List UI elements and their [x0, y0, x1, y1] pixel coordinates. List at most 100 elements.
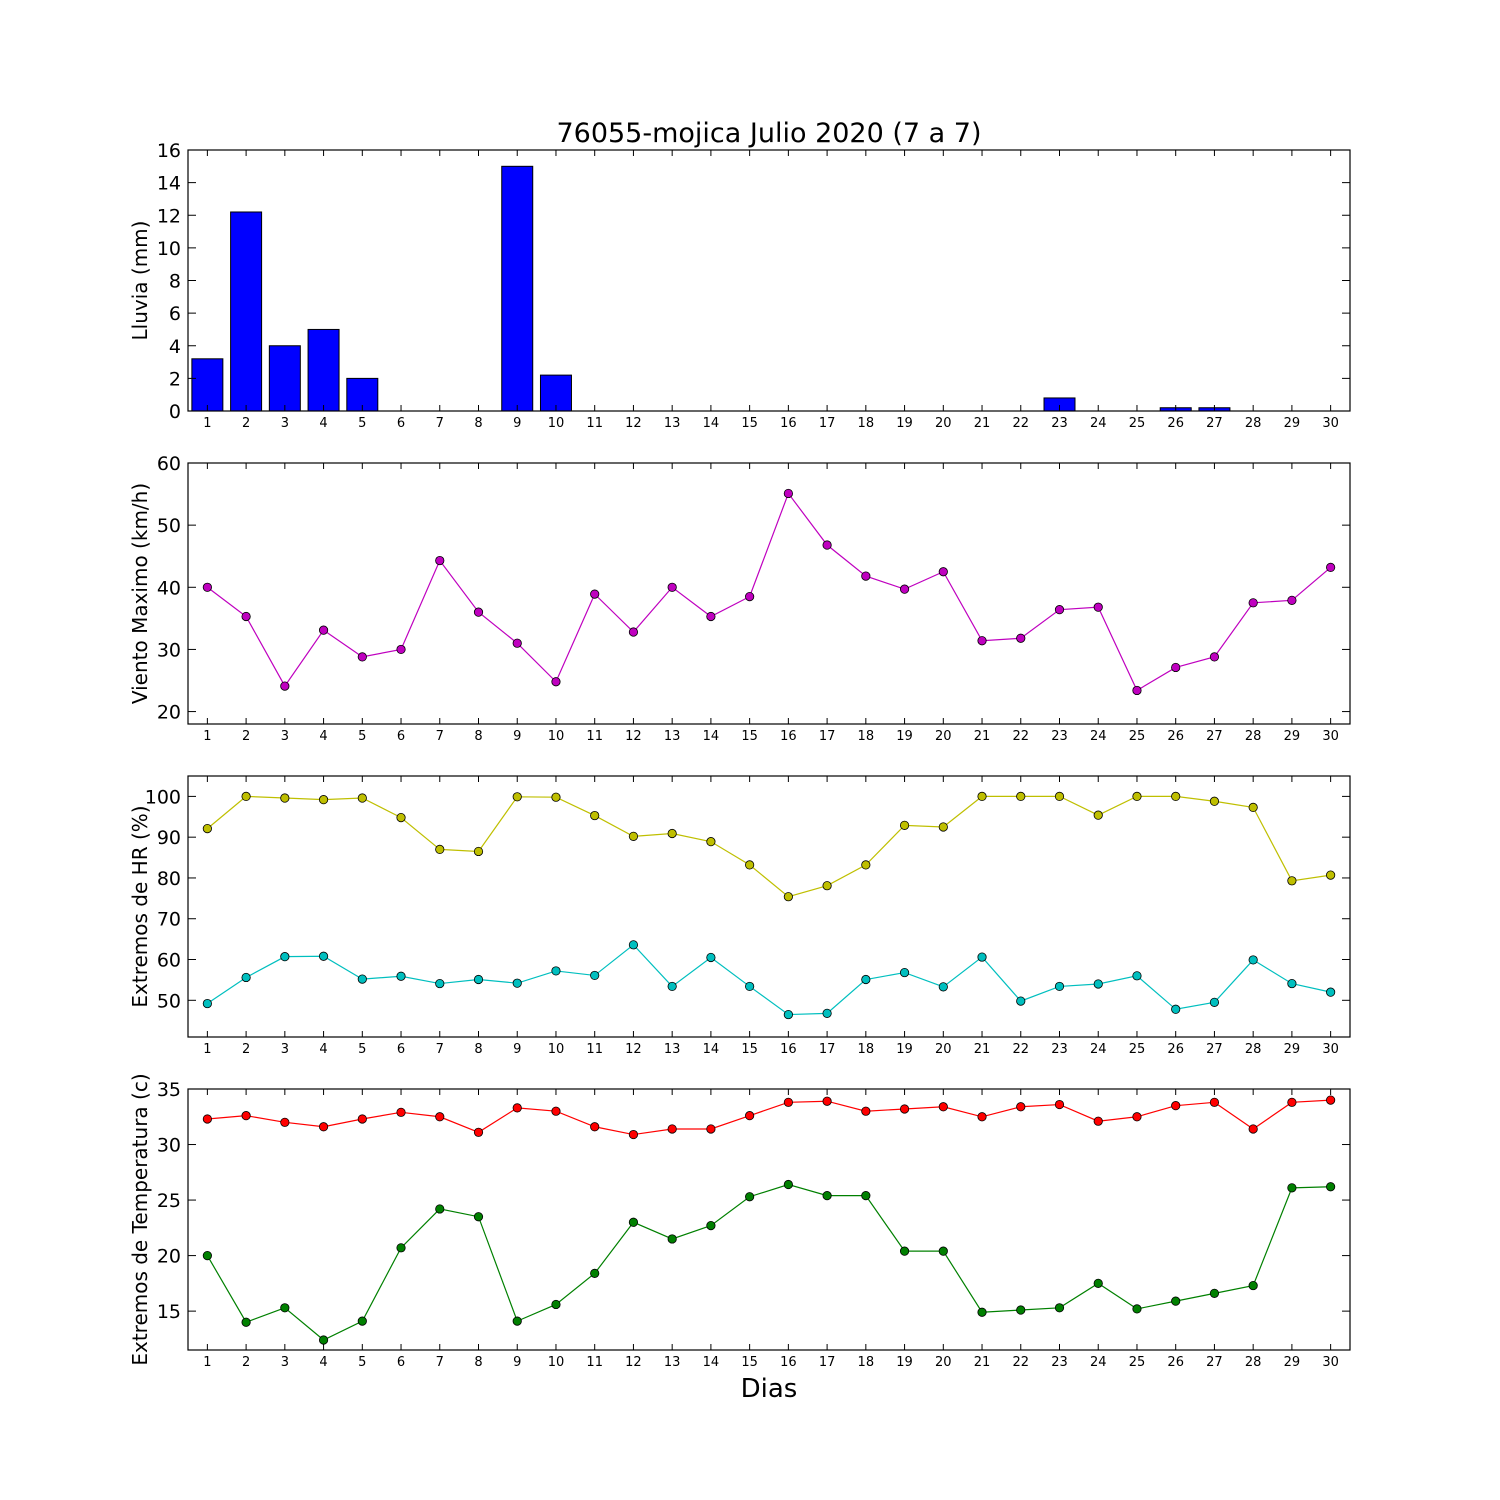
x-tick-label: 16	[780, 729, 797, 744]
point-series-1-day-9	[512, 792, 522, 802]
point-series-2-day-26	[1171, 1296, 1181, 1306]
x-tick-label: 25	[1129, 1042, 1146, 1057]
x-tick-label: 1	[203, 1042, 211, 1057]
point-series-1-day-27	[1209, 796, 1220, 806]
bar-day-4	[307, 328, 340, 412]
point-series-1-day-5	[357, 793, 367, 803]
x-tick-label: 11	[586, 416, 603, 431]
y-tick-label: 50	[157, 990, 181, 1012]
point-series-2-day-16	[783, 1009, 793, 1020]
point-series-1-day-1	[202, 1114, 212, 1124]
x-tick-label: 3	[281, 1355, 289, 1370]
x-tick-label: 21	[974, 416, 991, 431]
x-tick-label: 10	[548, 1355, 565, 1370]
point-series-1-day-11	[590, 1122, 600, 1132]
point-series-1-day-25	[1132, 1112, 1142, 1122]
y-tick-label: 12	[157, 205, 181, 227]
axes-frame	[187, 462, 1351, 725]
x-tick-label: 13	[664, 416, 681, 431]
x-tick-label: 8	[474, 1355, 482, 1370]
x-tick-label: 5	[358, 1355, 366, 1370]
point-series-2-day-26	[1171, 1004, 1181, 1014]
point-series-1-day-30	[1326, 1095, 1336, 1105]
point-series-1-day-12	[628, 1129, 639, 1140]
x-tick-label: 23	[1051, 1042, 1068, 1057]
x-tick-label: 5	[358, 729, 366, 744]
point-series-2-day-8	[473, 1212, 484, 1222]
point-series-1-day-1	[202, 582, 212, 592]
point-series-2-day-2	[241, 972, 251, 983]
point-series-2-day-4	[318, 1335, 329, 1345]
x-tick-label: 6	[397, 729, 405, 744]
x-tick-label: 28	[1245, 1042, 1262, 1057]
point-series-1-day-11	[590, 589, 600, 599]
x-tick-label: 25	[1129, 416, 1146, 431]
x-tick-label: 13	[664, 729, 681, 744]
x-tick-label: 1	[203, 1355, 211, 1370]
point-series-1-day-10	[551, 1106, 561, 1116]
y-tick-label: 20	[157, 1246, 181, 1268]
y-tick-label: 25	[157, 1190, 181, 1212]
panel-4: 1 2 3 4 5 6 7 8 9 10 11 12 13 14 15 16 17 18 19 20 21 22 23 24 2…	[128, 1073, 1351, 1370]
point-series-2-day-6	[396, 971, 406, 981]
point-series-1-day-15	[745, 592, 755, 602]
y-tick-label: 60	[157, 950, 181, 972]
point-series-2-day-8	[473, 974, 484, 985]
point-series-2-day-3	[280, 952, 290, 962]
point-series-1-day-15	[745, 1111, 755, 1121]
point-series-2-day-9	[512, 1316, 522, 1326]
series-line-1	[206, 795, 1331, 898]
y-tick-label: 60	[157, 453, 181, 475]
point-series-1-day-26	[1171, 662, 1181, 673]
x-tick-label: 1	[203, 729, 211, 744]
point-series-2-day-23	[1054, 1303, 1065, 1313]
point-series-2-day-18	[861, 1191, 871, 1201]
point-series-2-day-2	[241, 1317, 251, 1327]
point-series-1-day-4	[318, 795, 329, 805]
point-series-1-day-30	[1326, 870, 1336, 880]
point-series-1-day-29	[1287, 595, 1297, 605]
point-series-2-day-28	[1248, 955, 1258, 965]
point-series-1-day-19	[899, 820, 910, 830]
point-series-2-day-11	[590, 1268, 600, 1278]
x-tick-label: 5	[358, 416, 366, 431]
x-tick-label: 29	[1284, 729, 1301, 744]
point-series-1-day-25	[1132, 791, 1142, 801]
point-series-1-day-8	[473, 607, 484, 617]
x-tick-label: 4	[319, 729, 327, 744]
x-tick-label: 30	[1322, 1042, 1339, 1057]
panel-2: 1 2 3 4 5 6 7 8 9 10 11 12 13 14 15 16 17 18 19 20 21 22 23 24 2…	[128, 453, 1351, 744]
point-series-2-day-10	[551, 966, 561, 976]
point-series-1-day-13	[667, 582, 677, 592]
x-tick-label: 17	[819, 1355, 836, 1370]
x-tick-label: 17	[819, 416, 836, 431]
point-series-1-day-3	[280, 1117, 290, 1127]
x-tick-label: 15	[741, 1355, 758, 1370]
point-series-2-day-14	[706, 1221, 716, 1231]
x-tick-label: 29	[1284, 1042, 1301, 1057]
x-tick-label: 20	[935, 729, 952, 744]
point-series-1-day-2	[241, 611, 251, 622]
point-series-1-day-3	[280, 793, 290, 803]
point-series-2-day-22	[1016, 1305, 1026, 1315]
point-series-2-day-17	[822, 1191, 832, 1201]
point-series-1-day-22	[1016, 633, 1026, 643]
point-series-1-day-7	[435, 555, 445, 566]
x-tick-label: 18	[858, 1042, 875, 1057]
point-series-1-day-20	[938, 567, 948, 577]
point-series-2-day-23	[1054, 981, 1065, 992]
point-series-1-day-17	[822, 1096, 832, 1106]
x-tick-label: 10	[548, 1042, 565, 1057]
x-tick-label: 6	[397, 1355, 405, 1370]
y-tick-label: 16	[157, 140, 181, 162]
x-tick-label: 21	[974, 1042, 991, 1057]
point-series-2-day-27	[1209, 1288, 1220, 1298]
point-series-1-day-16	[783, 892, 793, 902]
point-series-2-day-12	[628, 940, 639, 950]
point-series-1-day-14	[706, 837, 716, 847]
point-series-1-day-16	[783, 488, 793, 499]
x-tick-label: 14	[703, 1355, 720, 1370]
point-series-1-day-27	[1209, 652, 1220, 662]
point-series-2-day-29	[1287, 1183, 1297, 1193]
